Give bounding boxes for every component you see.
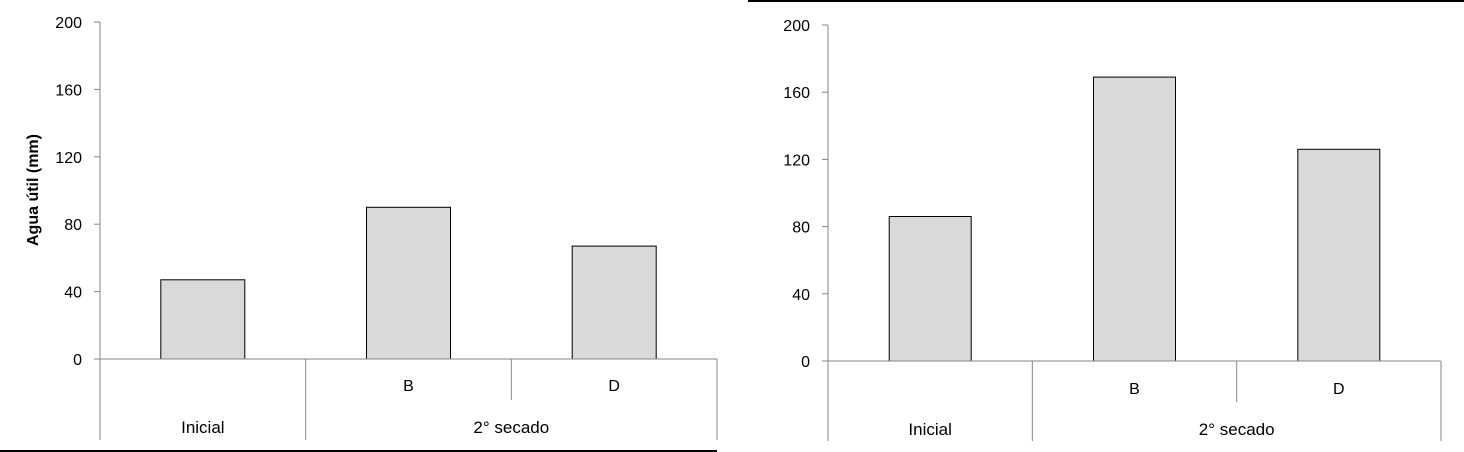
chart-left: Agua útil (mm) 0 40 80 120 160 200 Inicial B D 2°… [25,15,718,440]
y-tick-label-5: 200 [783,18,810,35]
y-tick-label-4: 160 [783,85,810,102]
y-tick-label-0: 0 [801,354,810,371]
chart-right: 0 40 80 120 160 200 Inicial B D 2° secado [783,18,1442,441]
y-tick-label-3: 120 [55,150,82,167]
y-tick-label-4: 160 [55,82,82,99]
bar-0 [160,279,246,360]
y-tick-label-5: 200 [55,15,82,32]
y-tick-label-1: 40 [64,285,82,302]
bar-2 [571,245,657,360]
x-group-label-1: 2° secado [473,418,549,437]
x-group-label-0: Inicial [908,420,951,439]
y-tick-label-2: 80 [64,217,82,234]
y-tick-label-1: 40 [792,287,810,304]
y-tick-label-2: 80 [792,220,810,237]
x-category-label-1: B [1129,381,1140,398]
bar-1 [1093,76,1176,362]
y-axis-label: Agua útil (mm) [25,134,42,246]
bar-1 [366,206,451,360]
y-tick-label-3: 120 [783,152,810,169]
bar-0 [888,216,972,362]
x-category-label-2: D [608,378,620,395]
x-category-label-1: B [403,378,414,395]
x-group-label-1: 2° secado [1199,420,1275,439]
bar-2 [1297,148,1381,362]
x-group-label-0: Inicial [181,418,224,437]
x-category-label-2: D [1333,381,1345,398]
y-tick-label-0: 0 [73,352,82,369]
